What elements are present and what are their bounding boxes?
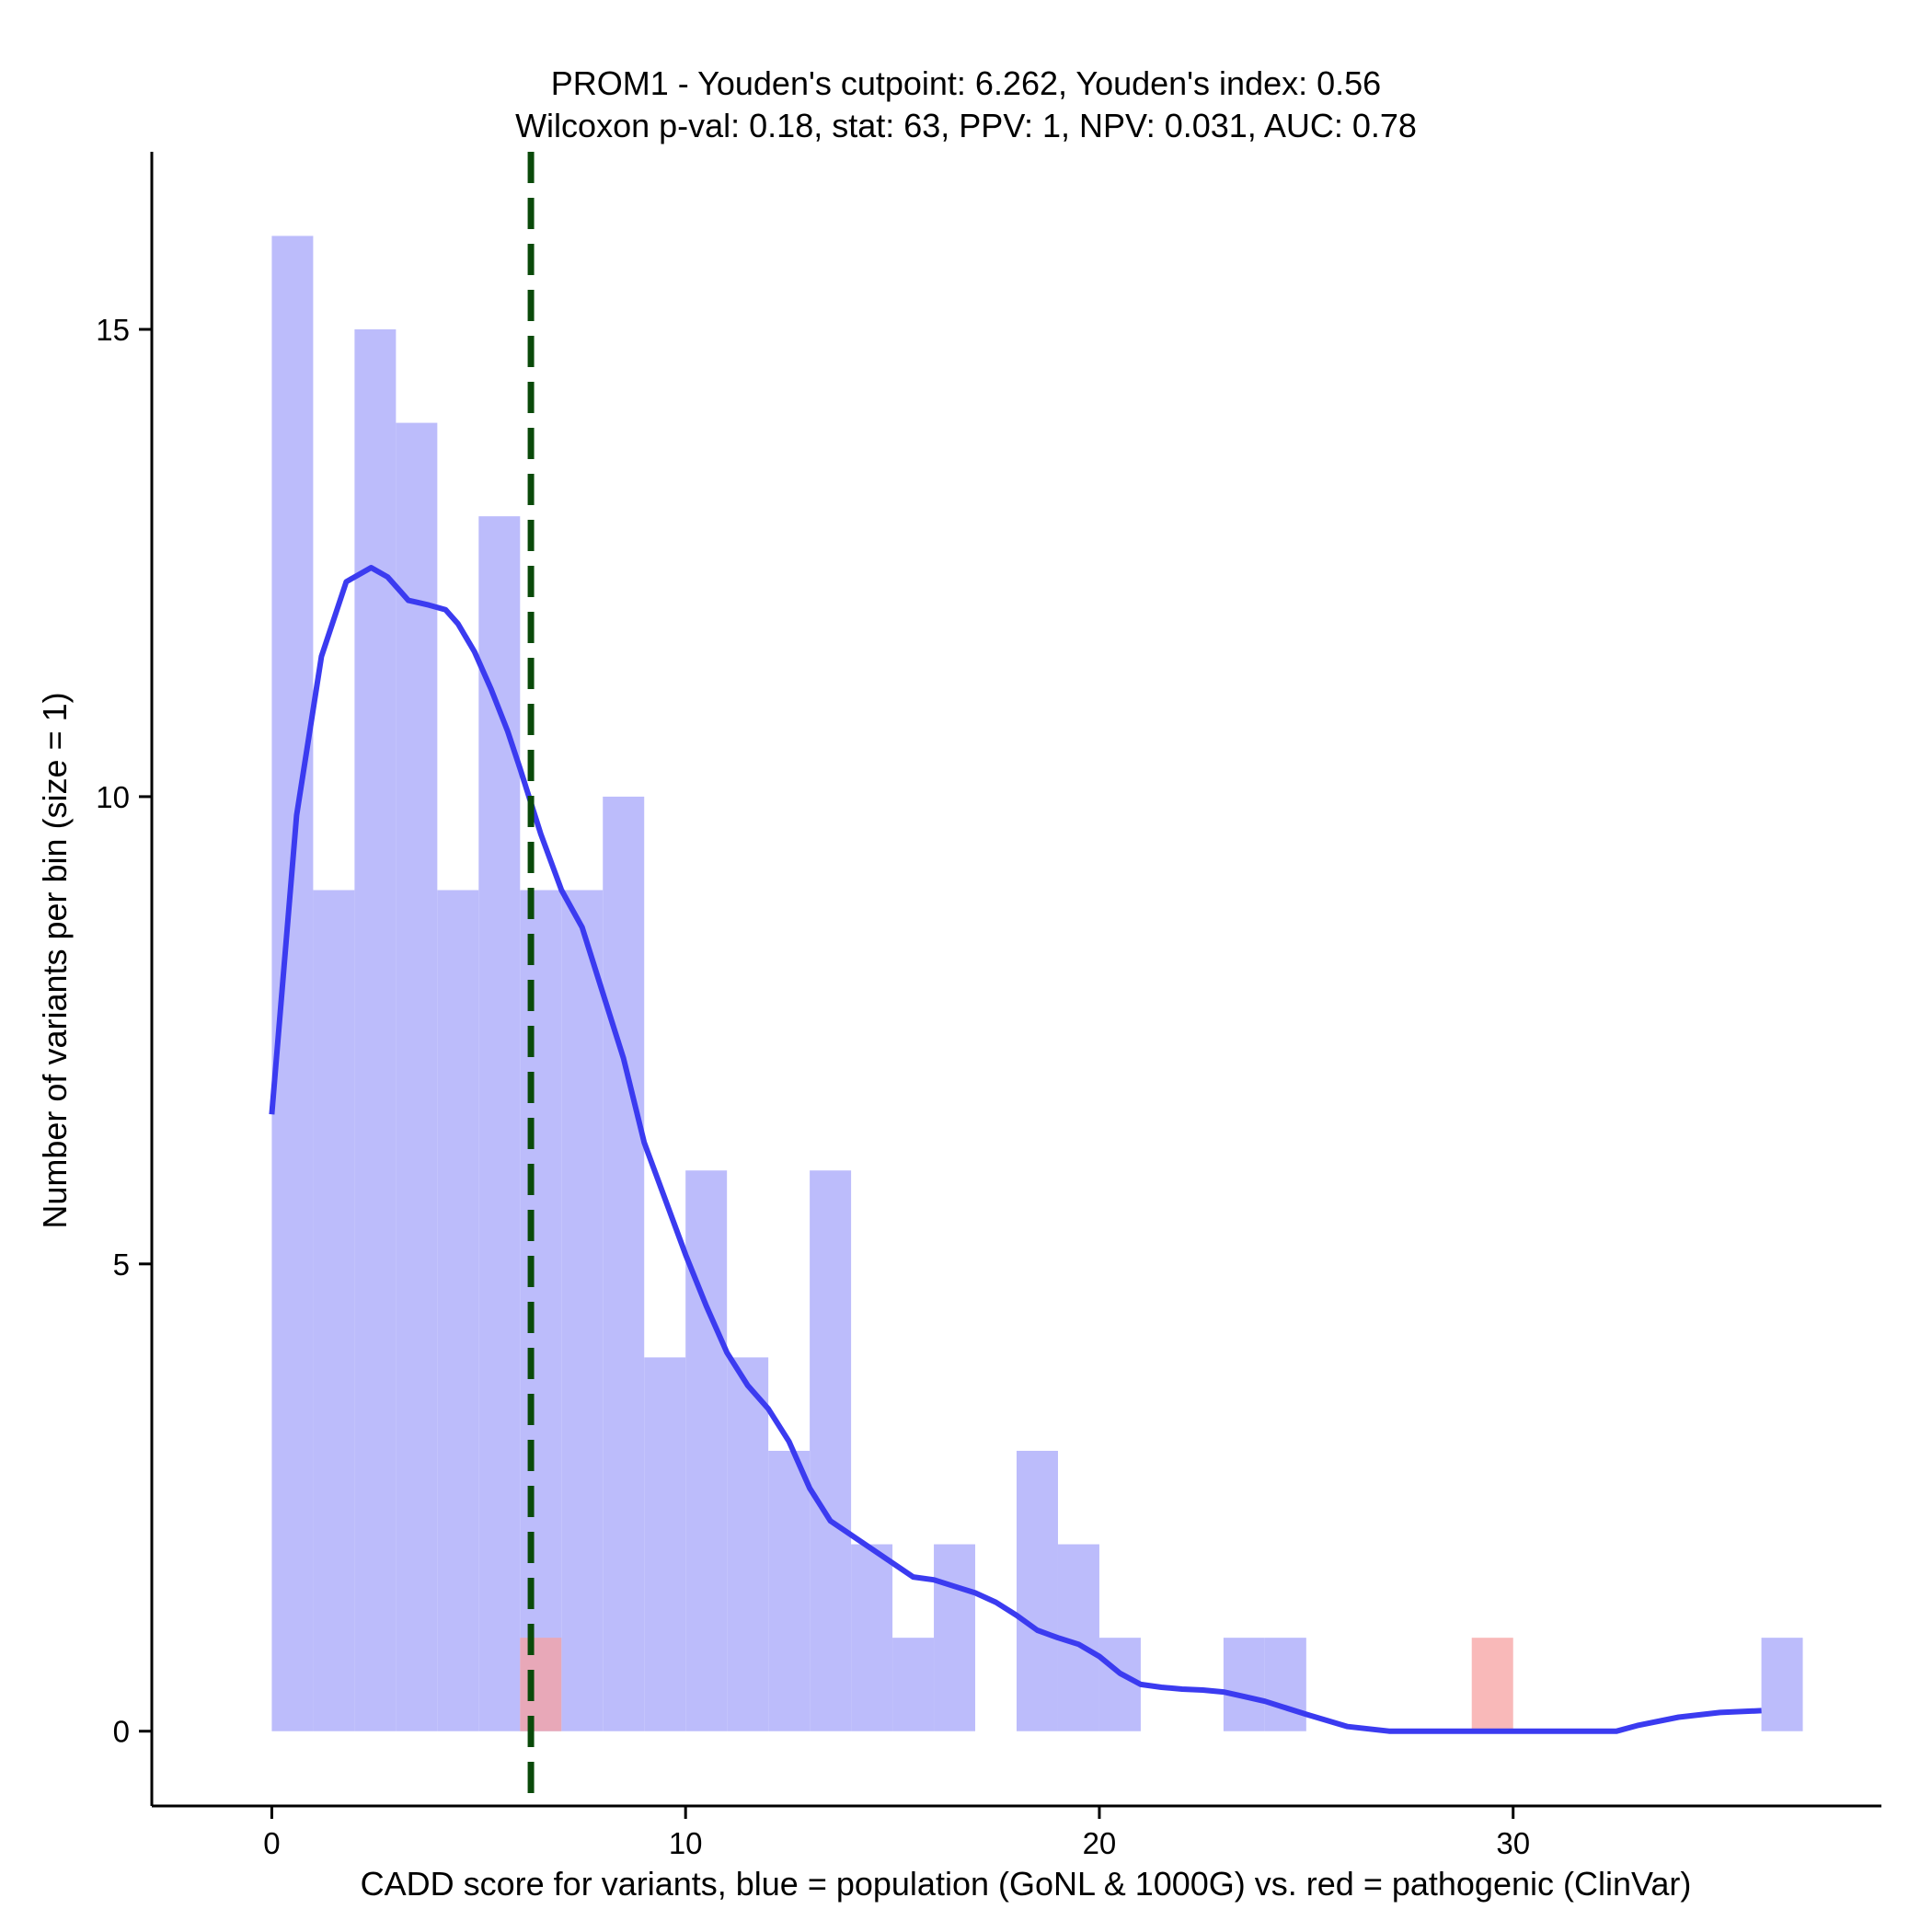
- chart-title-line-2: Wilcoxon p-val: 0.18, stat: 63, PPV: 1, …: [515, 107, 1417, 144]
- pathogenic-bar-6: [520, 1638, 562, 1731]
- population-bar-5: [478, 516, 521, 1731]
- y-axis-ticks: 0 5 10 15: [96, 313, 152, 1749]
- population-bar-11: [727, 1357, 769, 1731]
- y-tick-label-0: 0: [113, 1715, 130, 1749]
- x-tick-label-30: 30: [1496, 1826, 1530, 1860]
- chart-title-line-1: PROM1 - Youden's cutpoint: 6.262, Youden…: [550, 64, 1382, 102]
- population-bar-0: [271, 236, 314, 1731]
- population-bar-14: [851, 1544, 893, 1731]
- y-axis-label: Number of variants per bin (size = 1): [36, 692, 74, 1228]
- y-tick-label-10: 10: [96, 780, 130, 814]
- population-bar-16: [934, 1544, 976, 1731]
- y-tick-label-5: 5: [113, 1248, 130, 1282]
- population-bar-23: [1223, 1638, 1265, 1731]
- density-curve: [269, 565, 1762, 1734]
- population-bar-13: [810, 1170, 852, 1731]
- population-bar-7: [561, 890, 604, 1731]
- population-bar-2: [354, 329, 397, 1731]
- x-tick-label-10: 10: [669, 1826, 703, 1860]
- population-bar-36: [1761, 1638, 1803, 1731]
- population-bar-8: [603, 796, 645, 1731]
- population-bar-3: [396, 422, 438, 1731]
- population-bar-10: [685, 1170, 728, 1731]
- population-bar-15: [892, 1638, 935, 1731]
- population-bar-9: [644, 1357, 686, 1731]
- population-bar-18: [1017, 1450, 1058, 1731]
- population-bars: [271, 236, 1803, 1731]
- x-axis-ticks: 0 10 20 30: [263, 1806, 1530, 1860]
- population-bar-24: [1264, 1638, 1306, 1731]
- x-tick-label-0: 0: [263, 1826, 280, 1860]
- population-bar-20: [1098, 1638, 1141, 1731]
- pathogenic-bar-29: [1471, 1638, 1513, 1731]
- population-bar-12: [768, 1450, 811, 1731]
- population-bar-1: [313, 890, 355, 1731]
- x-tick-label-20: 20: [1083, 1826, 1117, 1860]
- pathogenic-bars: [520, 1638, 1513, 1731]
- x-axis-label: CADD score for variants, blue = populati…: [361, 1865, 1692, 1903]
- population-bar-4: [437, 890, 479, 1731]
- population-bar-6: [520, 890, 562, 1731]
- y-tick-label-15: 15: [96, 313, 130, 347]
